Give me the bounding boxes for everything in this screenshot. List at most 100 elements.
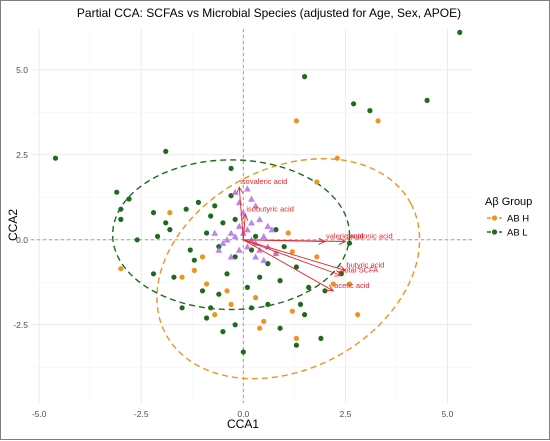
point-ab-l bbox=[277, 325, 283, 331]
legend-entries: AB H AB L bbox=[487, 214, 529, 239]
y-axis-label: CCA2 bbox=[6, 209, 20, 241]
arrow-head bbox=[236, 186, 244, 194]
arrow-label: butyric acid bbox=[346, 260, 384, 269]
point-species bbox=[248, 219, 255, 226]
point-species bbox=[244, 243, 251, 250]
point-ab-l bbox=[248, 305, 255, 311]
point-ab-l bbox=[301, 312, 308, 318]
point-ab-l bbox=[457, 29, 463, 35]
point-species bbox=[227, 229, 235, 236]
point-ab-l bbox=[163, 148, 169, 154]
point-ab-l bbox=[154, 233, 161, 239]
point-ab-l bbox=[281, 244, 287, 250]
point-ab-h bbox=[289, 308, 295, 314]
point-species bbox=[239, 229, 247, 236]
arrow-head bbox=[338, 237, 347, 245]
x-tick-label: -2.5 bbox=[134, 409, 149, 419]
point-ab-l bbox=[232, 322, 238, 328]
point-ab-l bbox=[220, 220, 226, 226]
point-ab-l bbox=[297, 301, 304, 307]
point-ab-l bbox=[220, 329, 226, 335]
point-ab-l bbox=[163, 220, 169, 226]
legend-label: AB L bbox=[507, 228, 528, 239]
point-ab-l bbox=[212, 203, 218, 209]
point-ab-l bbox=[199, 288, 206, 294]
point-ab-h bbox=[191, 267, 197, 273]
point-ab-h bbox=[355, 312, 361, 318]
arrow-line bbox=[243, 239, 342, 276]
point-ab-l bbox=[228, 165, 234, 171]
legend-label: AB H bbox=[507, 214, 529, 225]
point-ab-l bbox=[232, 216, 238, 222]
point-species bbox=[235, 222, 243, 229]
axis-ticks: -5.0 -2.5 0.0 2.5 5.0 -2.5 0.0 2.5 5.0 bbox=[13, 65, 453, 419]
point-species bbox=[223, 236, 231, 243]
point-ab-l bbox=[216, 291, 222, 297]
point-species bbox=[244, 226, 251, 233]
point-ab-l bbox=[167, 227, 173, 233]
point-species bbox=[268, 226, 276, 233]
arrow-head bbox=[334, 270, 343, 277]
point-species bbox=[227, 253, 235, 260]
point-ab-l bbox=[171, 274, 177, 280]
point-ab-l bbox=[179, 305, 185, 311]
point-ab-l bbox=[293, 264, 300, 270]
arrow-label: total SCFA bbox=[342, 266, 378, 275]
point-ab-h bbox=[252, 295, 259, 301]
point-ab-h bbox=[203, 281, 210, 287]
point-ab-l bbox=[424, 97, 430, 103]
grid-lines bbox=[31, 29, 472, 403]
zero-reference-lines bbox=[31, 29, 472, 403]
point-species bbox=[252, 202, 259, 209]
y-tick-label: 5.0 bbox=[16, 65, 28, 75]
point-ab-l bbox=[240, 349, 246, 355]
point-species bbox=[215, 246, 223, 253]
point-ab-l bbox=[306, 284, 312, 290]
point-species bbox=[260, 233, 268, 240]
point-ab-h bbox=[224, 288, 230, 294]
point-ab-h bbox=[330, 281, 336, 287]
x-tick-label: 5.0 bbox=[442, 409, 454, 419]
legend: Aβ Group AB H AB L bbox=[485, 196, 532, 239]
point-species bbox=[244, 185, 251, 192]
point-species bbox=[264, 222, 272, 229]
y-tick-label: 0.0 bbox=[16, 235, 28, 245]
point-ab-l bbox=[126, 196, 132, 202]
point-ab-l bbox=[150, 210, 157, 216]
point-ab-l bbox=[350, 101, 357, 107]
point-ab-l bbox=[195, 199, 202, 205]
point-ab-h bbox=[228, 301, 234, 307]
point-ab-l bbox=[232, 254, 238, 260]
point-ab-l bbox=[273, 227, 279, 233]
point-ab-h bbox=[285, 230, 291, 236]
chart-title: Partial CCA: SCFAs vs Microbial Species … bbox=[77, 6, 461, 20]
point-ab-l bbox=[208, 305, 214, 311]
point-ab-h bbox=[179, 274, 185, 280]
point-ab-l bbox=[265, 301, 271, 307]
point-ab-h bbox=[118, 266, 124, 272]
arrow-label: isovaleric acid bbox=[240, 177, 287, 186]
point-species bbox=[252, 253, 259, 260]
point-ab-l bbox=[183, 206, 189, 212]
x-tick-label: -5.0 bbox=[32, 409, 47, 419]
point-ab-l bbox=[150, 271, 157, 277]
point-ab-l bbox=[257, 274, 263, 280]
point-ab-h bbox=[314, 254, 320, 260]
point-ab-l bbox=[187, 247, 193, 253]
point-species bbox=[235, 246, 243, 253]
point-ab-h bbox=[289, 249, 295, 255]
point-species bbox=[219, 239, 227, 246]
point-ab-h bbox=[314, 179, 320, 185]
y-tick-label: 2.5 bbox=[16, 150, 28, 160]
arrow-label: isobutyric acid bbox=[246, 204, 294, 213]
arrow-line bbox=[238, 187, 244, 240]
point-ab-l bbox=[114, 189, 120, 195]
point-ab-h bbox=[346, 281, 353, 287]
point-species bbox=[231, 233, 239, 240]
arrow-label: valeric acid bbox=[326, 232, 364, 241]
point-ab-l bbox=[134, 237, 140, 243]
arrow-label: propionic acid bbox=[346, 232, 392, 241]
point-ab-l bbox=[191, 257, 197, 263]
legend-key-point bbox=[491, 229, 498, 235]
